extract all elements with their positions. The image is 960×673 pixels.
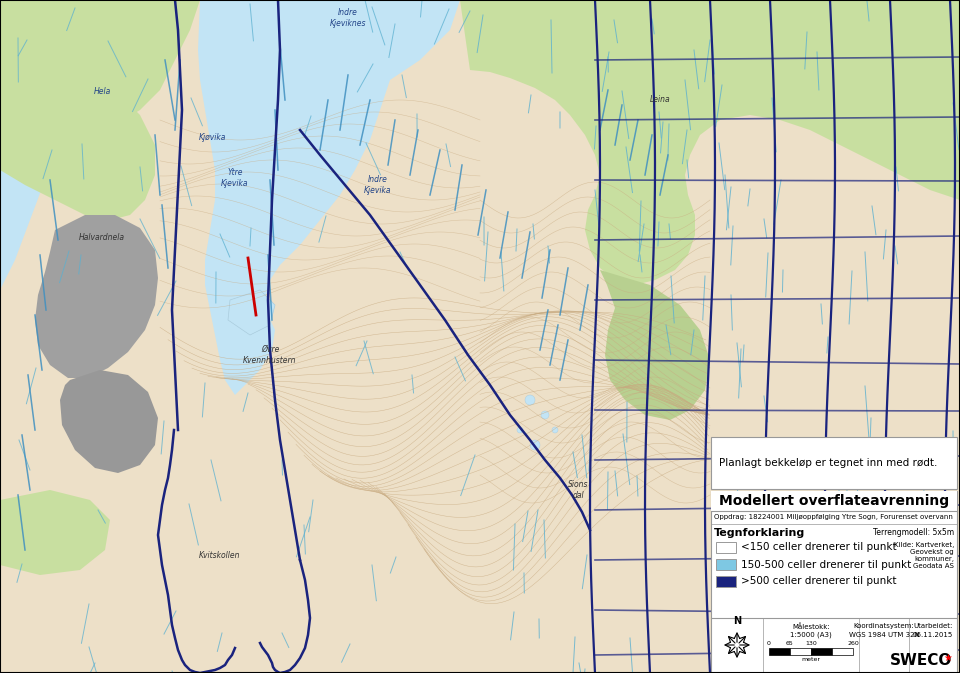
Text: Ytre
Kjevika: Ytre Kjevika: [221, 168, 249, 188]
Text: Målestokk:: Målestokk:: [792, 623, 829, 630]
Text: Kvitskollen: Kvitskollen: [200, 551, 241, 559]
Polygon shape: [198, 0, 460, 395]
Polygon shape: [0, 0, 80, 290]
Bar: [711, 437, 957, 489]
Polygon shape: [35, 215, 158, 378]
Text: 0: 0: [767, 641, 771, 646]
Bar: [716, 576, 736, 587]
Polygon shape: [228, 290, 275, 335]
Circle shape: [552, 427, 558, 433]
Bar: [832, 648, 853, 655]
Circle shape: [530, 440, 540, 450]
Polygon shape: [460, 0, 960, 285]
Text: Indre
Kjevika: Indre Kjevika: [364, 175, 392, 194]
Text: WGS 1984 UTM 32N: WGS 1984 UTM 32N: [849, 632, 920, 638]
Bar: [711, 491, 957, 673]
Circle shape: [517, 427, 523, 433]
Text: N: N: [732, 616, 741, 626]
Text: Oppdrag: 18224001 Miljøoppfølging Ytre Sogn, Forurenset overvann: Oppdrag: 18224001 Miljøoppfølging Ytre S…: [714, 514, 953, 520]
Text: Koordinatsystem:: Koordinatsystem:: [853, 623, 914, 629]
Text: 260: 260: [847, 641, 859, 646]
Text: Leina: Leina: [650, 96, 670, 104]
Bar: [711, 491, 957, 511]
Bar: [790, 648, 811, 655]
Text: >500 celler drenerer til punkt: >500 celler drenerer til punkt: [741, 577, 897, 586]
Text: SWECO: SWECO: [890, 653, 952, 668]
Text: Utarbeidet:: Utarbeidet:: [913, 623, 952, 629]
Text: <150 celler drenerer til punkt: <150 celler drenerer til punkt: [741, 542, 897, 553]
Polygon shape: [600, 270, 710, 420]
Text: ★: ★: [944, 653, 952, 663]
Text: Kilde: Kartverket,
Geovekst og
kommuner,
Geodata AS: Kilde: Kartverket, Geovekst og kommuner,…: [894, 542, 954, 569]
Polygon shape: [0, 0, 200, 130]
Text: meter: meter: [802, 657, 821, 662]
Circle shape: [525, 395, 535, 405]
Text: Terrengmodell: 5x5m: Terrengmodell: 5x5m: [873, 528, 954, 537]
Text: Halvardnela: Halvardnela: [79, 234, 125, 242]
Polygon shape: [780, 0, 960, 200]
Text: 1:5000 (A3): 1:5000 (A3): [790, 631, 832, 637]
Text: Kjøvika: Kjøvika: [199, 133, 226, 143]
Text: Modellert overflateavrenning: Modellert overflateavrenning: [719, 494, 949, 508]
Text: 130: 130: [805, 641, 817, 646]
Text: 150-500 celler drenerer til punkt: 150-500 celler drenerer til punkt: [741, 559, 911, 569]
Bar: [769, 648, 790, 655]
Circle shape: [541, 411, 549, 419]
Polygon shape: [0, 70, 155, 220]
Text: Sions
dal: Sions dal: [567, 481, 588, 499]
Text: 06.11.2015: 06.11.2015: [913, 632, 953, 638]
Polygon shape: [0, 490, 110, 575]
Text: Tegnforklaring: Tegnforklaring: [714, 528, 805, 538]
Text: Hela: Hela: [93, 87, 110, 96]
Text: Planlagt bekkeløp er tegnet inn med rødt.: Planlagt bekkeløp er tegnet inn med rødt…: [719, 458, 937, 468]
Polygon shape: [60, 370, 158, 473]
Bar: [716, 542, 736, 553]
Bar: [811, 648, 832, 655]
Text: Øvre
Kvennhustern: Øvre Kvennhustern: [243, 345, 297, 365]
Bar: [716, 559, 736, 570]
Text: Indre
Kjeviknes: Indre Kjeviknes: [329, 8, 367, 28]
Text: 65: 65: [786, 641, 794, 646]
